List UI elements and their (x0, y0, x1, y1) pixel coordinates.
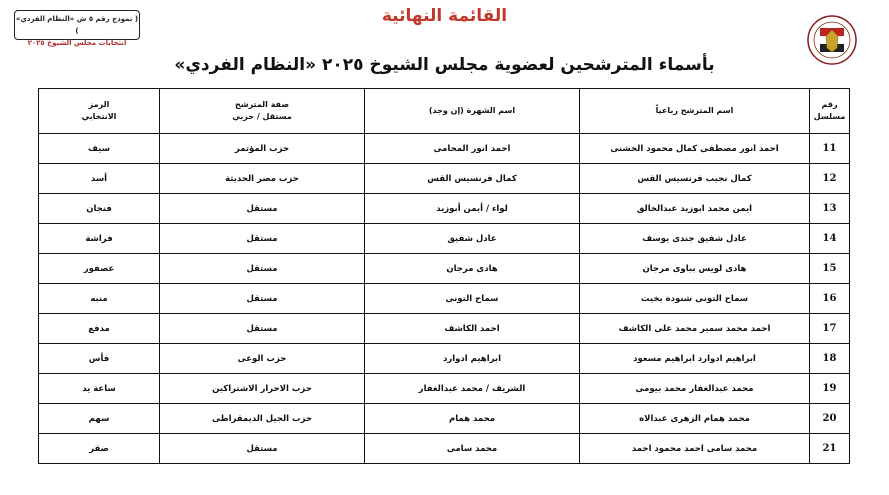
header-line: اسم المترشح رباعياً (655, 106, 734, 115)
header-line: الانتخابي (81, 112, 117, 121)
symbol-cell: أسد (38, 163, 160, 194)
column-header-nickname: اسم الشهرة (إن وجد) (364, 88, 580, 134)
status-cell: مستقل (159, 193, 365, 224)
symbol-cell: سهم (38, 403, 160, 434)
candidate-name-cell: ايمن محمد ابوزيد عبدالخالق (579, 193, 810, 224)
table-row: 12 كمال نجيب فرنسيس القس كمال فرنسيس القس ح… (38, 163, 850, 194)
nickname-cell: ابراهيم ادوارد (364, 343, 580, 374)
nickname-cell: لواء / أيمن أبوزيد (364, 193, 580, 224)
candidate-name-cell: احمد محمد سمير محمد على الكاشف (579, 313, 810, 344)
nickname-cell: محمد سامى (364, 433, 580, 464)
election-label: انتخابات مجلس الشيوخ ٢٠٢٥ (27, 39, 127, 47)
header-line: صفة المترشح (234, 100, 290, 109)
nickname-cell: هادى مرجان (364, 253, 580, 284)
symbol-cell: منبه (38, 283, 160, 314)
candidate-name-cell: ابراهيم ادوارد ابراهيم مسعود (579, 343, 810, 374)
candidates-table: رقم مسلسل اسم المترشح رباعياً اسم الشهرة … (38, 88, 850, 464)
nickname-cell: عادل شفيق (364, 223, 580, 254)
header-line: مسلسل (813, 112, 846, 121)
status-cell: حزب الاحرار الاشتراكين (159, 373, 365, 404)
status-cell: حزب المؤتمر (159, 133, 365, 164)
serial-cell: 13 (809, 193, 850, 224)
symbol-cell: فأس (38, 343, 160, 374)
candidate-name-cell: سماح التونى شنوده بخيت (579, 283, 810, 314)
column-header-status: صفة المترشح مستقل / حزبي (159, 88, 365, 134)
status-cell: حزب الوعى (159, 343, 365, 374)
status-cell: مستقل (159, 283, 365, 314)
serial-cell: 12 (809, 163, 850, 194)
candidate-name-cell: محمد همام الزهرى عبدالاه (579, 403, 810, 434)
serial-cell: 15 (809, 253, 850, 284)
nickname-cell: محمد همام (364, 403, 580, 434)
status-cell: حزب مصر الحديثة (159, 163, 365, 194)
table-row: 20 محمد همام الزهرى عبدالاه محمد همام حزب ا… (38, 403, 850, 434)
table-row: 16 سماح التونى شنوده بخيت سماح التونى مستقل… (38, 283, 850, 314)
serial-cell: 17 (809, 313, 850, 344)
candidate-name-cell: عادل شفيق جندى يوسف (579, 223, 810, 254)
column-header-serial: رقم مسلسل (809, 88, 850, 134)
header-line: رقم (821, 100, 838, 109)
symbol-cell: فراشة (38, 223, 160, 254)
column-header-symbol: الرمز الانتخابي (38, 88, 160, 134)
symbol-cell: فنجان (38, 193, 160, 224)
serial-cell: 14 (809, 223, 850, 254)
nickname-cell: سماح التونى (364, 283, 580, 314)
serial-cell: 11 (809, 133, 850, 164)
nickname-cell: الشريف / محمد عبدالغفار (364, 373, 580, 404)
serial-cell: 19 (809, 373, 850, 404)
status-cell: مستقل (159, 223, 365, 254)
table-header-row: رقم مسلسل اسم المترشح رباعياً اسم الشهرة … (38, 88, 850, 134)
header-line: اسم الشهرة (إن وجد) (428, 106, 516, 115)
page-title: القائمة النهائية (381, 6, 508, 26)
candidate-name-cell: هادى لويس بباوى مرجان (579, 253, 810, 284)
symbol-cell: مدفع (38, 313, 160, 344)
table-row: 18 ابراهيم ادوارد ابراهيم مسعود ابراهيم اد… (38, 343, 850, 374)
table-row: 15 هادى لويس بباوى مرجان هادى مرجان مستقل عص… (38, 253, 850, 284)
table-row: 11 احمد انور مصطفى كمال محمود الخشنى احمد … (38, 133, 850, 164)
status-cell: مستقل (159, 433, 365, 464)
candidate-name-cell: محمد عبدالغفار محمد بيومى (579, 373, 810, 404)
nickname-cell: كمال فرنسيس القس (364, 163, 580, 194)
table-row: 14 عادل شفيق جندى يوسف عادل شفيق مستقل فراشة (38, 223, 850, 254)
column-header-name: اسم المترشح رباعياً (579, 88, 810, 134)
candidate-name-cell: محمد سامى احمد محمود احمد (579, 433, 810, 464)
nickname-cell: احمد الكاشف (364, 313, 580, 344)
nickname-cell: احمد انور المحامى (364, 133, 580, 164)
table-row: 21 محمد سامى احمد محمود احمد محمد سامى مستق… (38, 433, 850, 464)
document-subtitle: بأسماء المترشحين لعضوية مجلس الشيوخ ٢٠٢٥… (174, 55, 715, 75)
serial-cell: 16 (809, 283, 850, 314)
table-row: 19 محمد عبدالغفار محمد بيومى الشريف / محمد… (38, 373, 850, 404)
symbol-cell: صقر (38, 433, 160, 464)
form-number-label: ( نموذج رقم ٥ ش «النظام الفردي» ) (15, 15, 139, 35)
symbol-cell: عصفور (38, 253, 160, 284)
candidate-name-cell: كمال نجيب فرنسيس القس (579, 163, 810, 194)
header-line: مستقل / حزبي (232, 112, 292, 121)
form-number-box: ( نموذج رقم ٥ ش «النظام الفردي» ) انتخاب… (14, 10, 140, 47)
table-row: 13 ايمن محمد ابوزيد عبدالخالق لواء / أيمن … (38, 193, 850, 224)
serial-cell: 21 (809, 433, 850, 464)
status-cell: مستقل (159, 313, 365, 344)
symbol-cell: ساعة يد (38, 373, 160, 404)
status-cell: حزب الجيل الديمقراطى (159, 403, 365, 434)
candidate-name-cell: احمد انور مصطفى كمال محمود الخشنى (579, 133, 810, 164)
table-row: 17 احمد محمد سمير محمد على الكاشف احمد الك… (38, 313, 850, 344)
symbol-cell: سيف (38, 133, 160, 164)
serial-cell: 20 (809, 403, 850, 434)
serial-cell: 18 (809, 343, 850, 374)
emblem-logo (807, 15, 857, 65)
header-line: الرمز (88, 100, 110, 109)
status-cell: مستقل (159, 253, 365, 284)
